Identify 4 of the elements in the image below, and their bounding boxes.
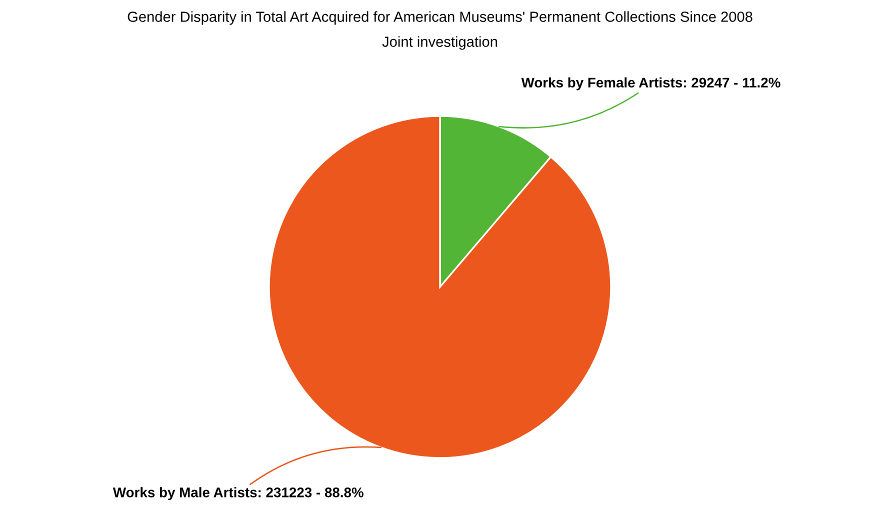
slice-label: Works by Male Artists: 231223 - 88.8% <box>112 487 364 500</box>
slice-label: Works by Female Artists: 29247 - 11.2% <box>521 77 780 90</box>
chart-subtitle: Joint investigation <box>382 36 498 50</box>
chart-title: Gender Disparity in Total Art Acquired for American Museums' Permanent Collections Since 2008 <box>128 11 752 25</box>
